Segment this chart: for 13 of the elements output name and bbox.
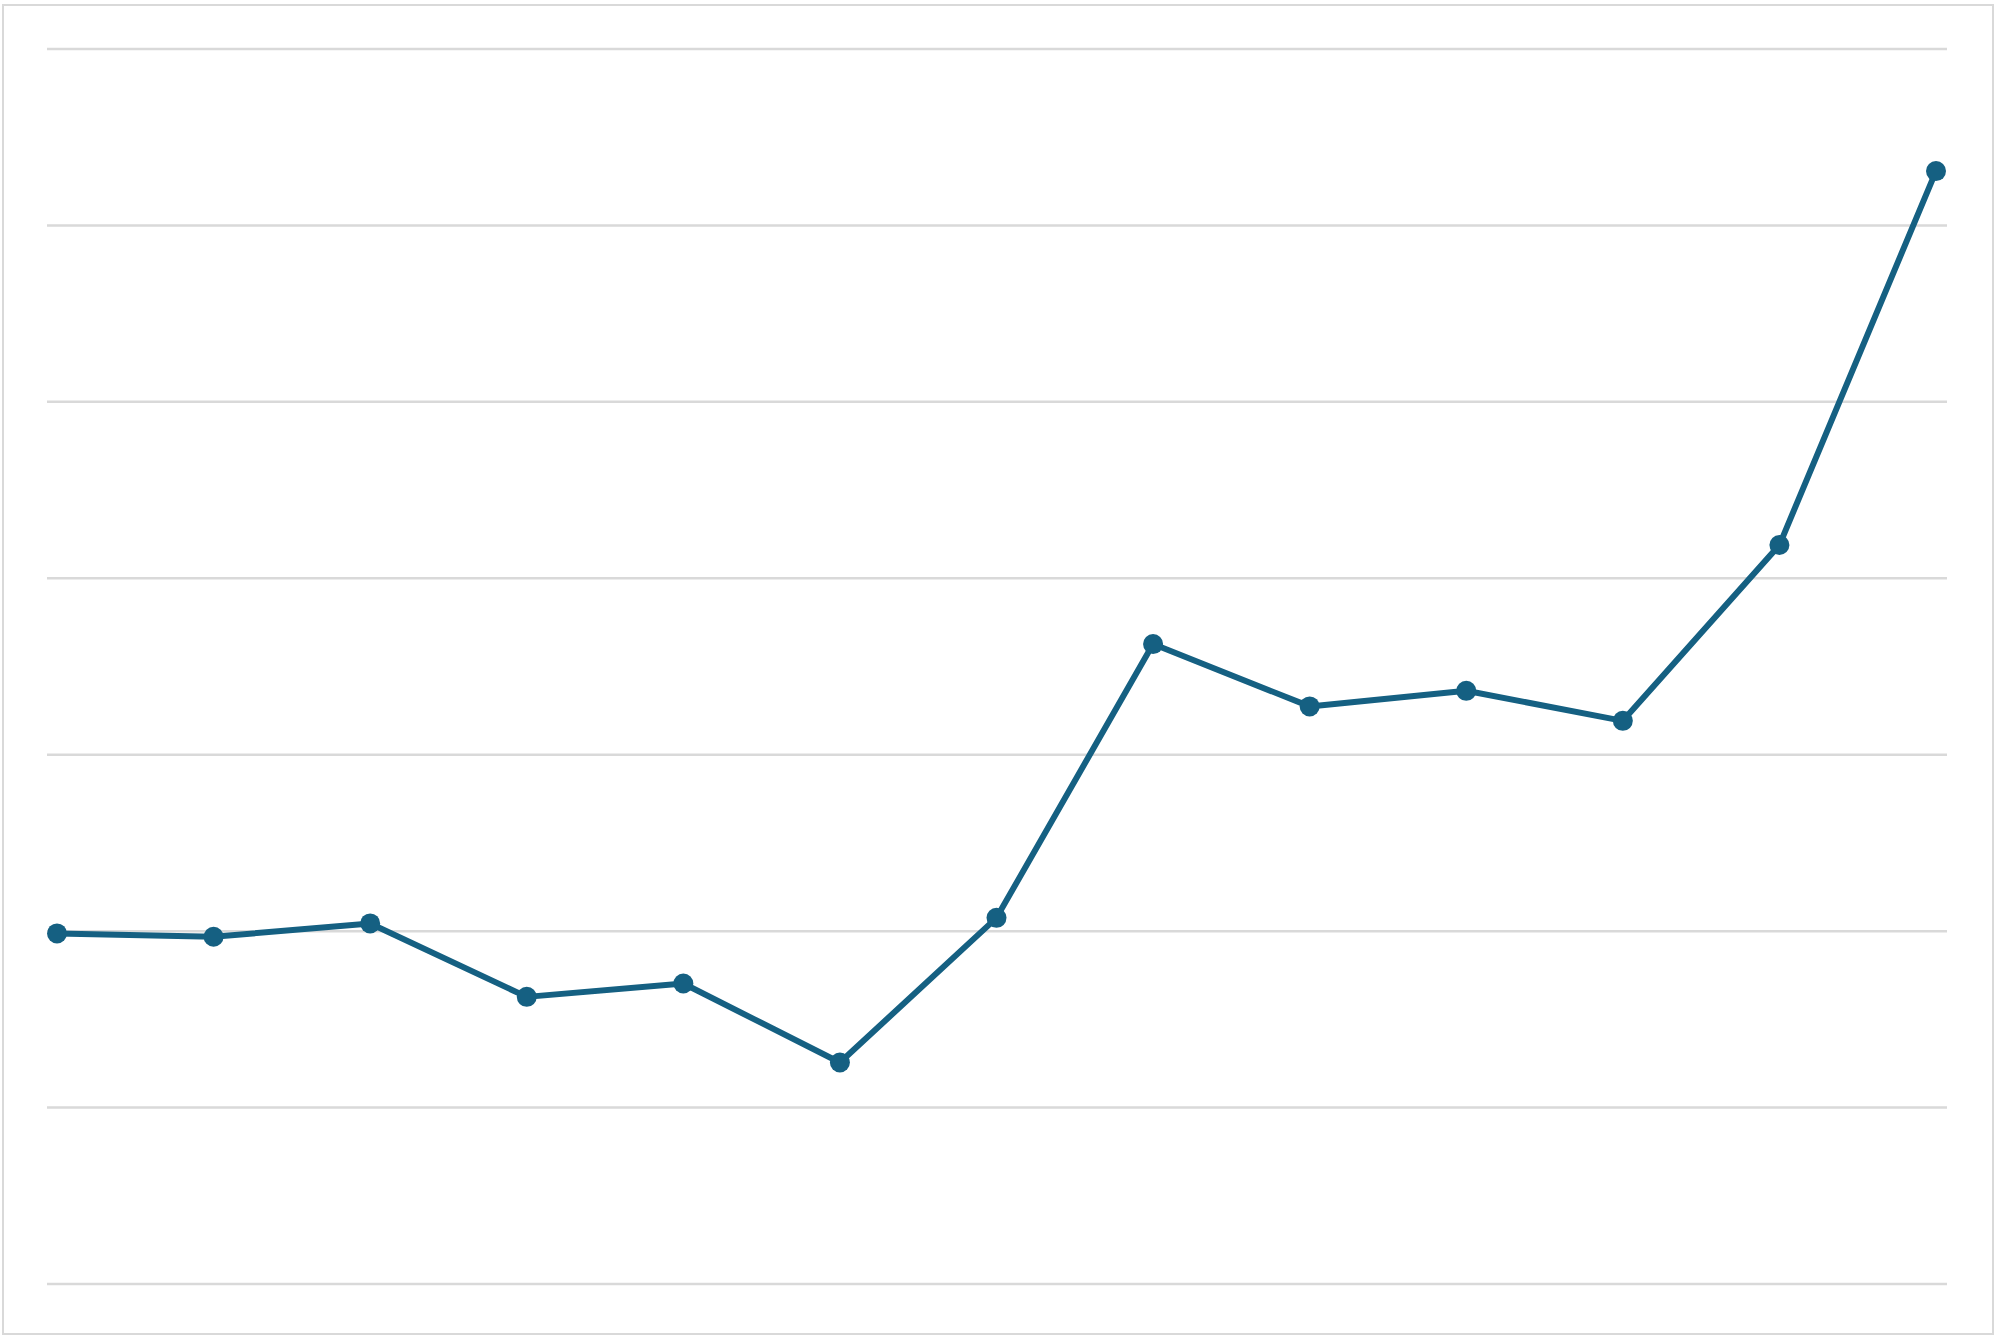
point (829, 1052, 850, 1073)
point (1769, 535, 1790, 556)
point (360, 913, 381, 934)
point (1926, 161, 1946, 182)
point (1299, 696, 1320, 717)
point (673, 973, 694, 994)
point (203, 926, 224, 947)
point (516, 986, 537, 1007)
point (1612, 710, 1633, 731)
point (986, 907, 1007, 928)
point (1456, 680, 1477, 701)
point (1143, 634, 1164, 655)
point (47, 923, 67, 944)
